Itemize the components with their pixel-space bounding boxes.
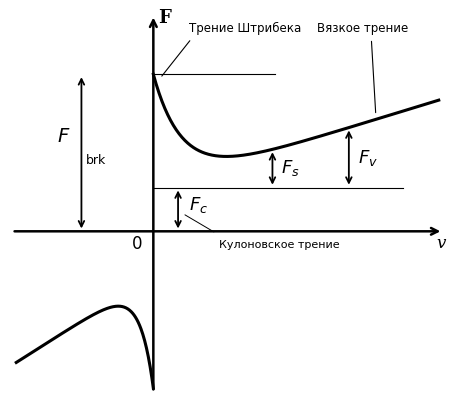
Text: $F_c$: $F_c$: [189, 195, 208, 216]
Text: brk: brk: [86, 154, 106, 167]
Text: $F_s$: $F_s$: [282, 158, 300, 179]
Text: Трение Штрибека: Трение Штрибека: [189, 22, 302, 35]
Text: $F_v$: $F_v$: [358, 147, 378, 168]
Text: v: v: [436, 235, 445, 252]
Text: Вязкое трение: Вязкое трение: [318, 22, 409, 35]
Text: $F$: $F$: [57, 128, 70, 146]
Text: 0: 0: [131, 235, 142, 253]
Text: Кулоновское трение: Кулоновское трение: [218, 240, 339, 250]
Text: F: F: [158, 9, 171, 27]
